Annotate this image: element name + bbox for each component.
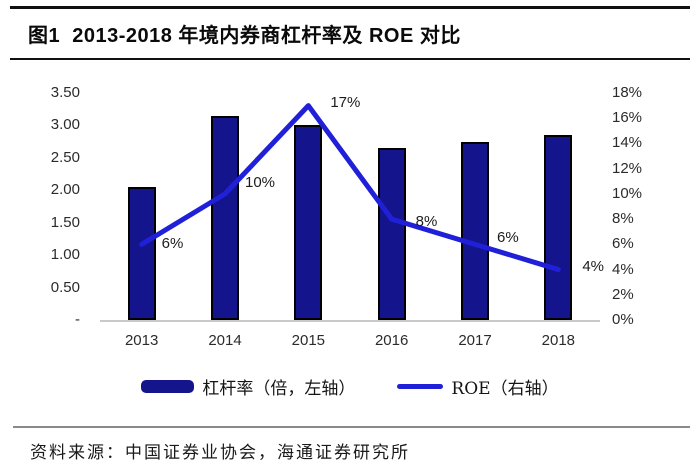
left-axis-tick: 1.00	[50, 246, 80, 264]
bar	[211, 115, 239, 320]
footer-divider	[13, 426, 690, 428]
roe-point-label: 6%	[497, 229, 519, 247]
legend-label-roe: ROE（右轴）	[451, 378, 559, 399]
roe-point-label: 4%	[582, 257, 605, 275]
x-axis-label: 2018	[541, 332, 576, 349]
x-axis-label: 2013	[124, 332, 159, 349]
bar	[377, 148, 406, 320]
x-axis-label: 2015	[291, 332, 326, 349]
roe-point-label: 6%	[161, 235, 184, 253]
right-axis-tick: 10%	[612, 184, 643, 202]
roe-point-label: 8%	[415, 213, 438, 231]
right-axis-tick: 16%	[612, 109, 643, 127]
bar	[127, 187, 156, 320]
bar	[294, 125, 323, 320]
legend-item-roe: ROE（右轴）	[397, 374, 559, 399]
legend-label-leverage: 杠杆率（倍，左轴）	[202, 378, 356, 399]
left-axis-tick: 3.00	[50, 116, 80, 134]
roe-point-label: 10%	[245, 173, 276, 191]
left-axis-tick: 3.50	[50, 84, 80, 101]
right-axis-tick: 6%	[612, 235, 634, 253]
source-note: 资料来源：中国证券业协会，海通证券研究所	[30, 443, 410, 463]
roe-line-swatch-icon	[397, 383, 444, 389]
right-axis-tick: 18%	[612, 84, 643, 101]
x-axis-label: 2017	[458, 332, 492, 349]
left-axis-tick: 1.50	[50, 213, 80, 231]
right-axis-tick: 12%	[612, 159, 643, 177]
bar	[544, 135, 573, 320]
right-axis-tick: 14%	[612, 134, 643, 152]
roe-line-layer	[139, 103, 561, 273]
right-axis-tick: 8%	[612, 210, 634, 228]
chart-area: 3.50 3.00 2.50 2.00 1.50 1.00 0.50 - 18% 16% 14% 1…	[0, 60, 700, 365]
figure-title: 图1 2013-2018 年境内券商杠杆率及 ROE 对比	[28, 25, 461, 47]
left-axis-tick: 2.50	[50, 148, 80, 166]
left-axis-tick: 0.50	[50, 278, 80, 296]
x-axis-label: 2014	[208, 332, 242, 349]
figure-title-bar: 图1 2013-2018 年境内券商杠杆率及 ROE 对比	[10, 6, 690, 60]
right-axis-tick: 0%	[612, 311, 634, 328]
roe-point-label: 17%	[330, 93, 361, 111]
x-axis-label: 2016	[374, 332, 409, 349]
chart-legend: 杠杆率（倍，左轴） ROE（右轴）	[0, 372, 700, 400]
leverage-bar-swatch-icon	[141, 379, 195, 393]
roe-line	[139, 103, 561, 273]
x-axis-line	[100, 320, 600, 322]
left-axis-tick: -	[75, 311, 80, 328]
right-axis-tick: 2%	[612, 285, 634, 303]
legend-item-leverage: 杠杆率（倍，左轴）	[141, 374, 355, 399]
left-axis-tick: 2.00	[50, 181, 80, 199]
bar	[461, 141, 489, 320]
right-axis-tick: 4%	[612, 260, 634, 278]
